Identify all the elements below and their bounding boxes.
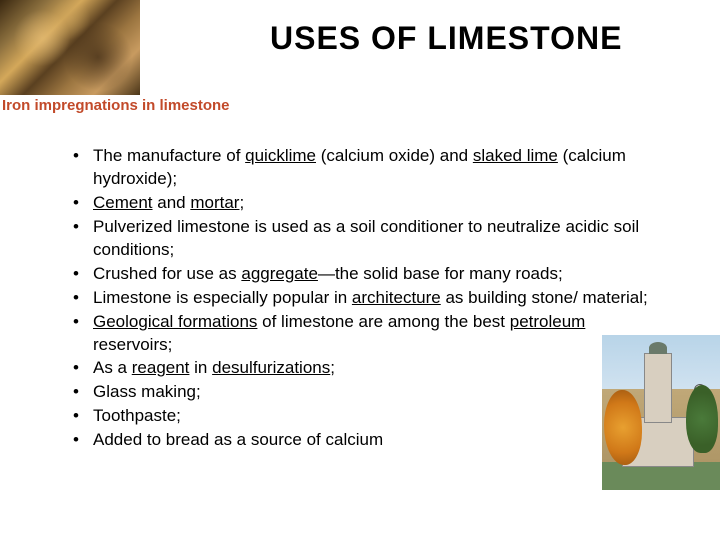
bullet-list: The manufacture of quicklime (calcium ox… <box>65 145 655 452</box>
list-item: Cement and mortar; <box>65 192 655 215</box>
list-item: Glass making; <box>65 381 655 404</box>
page-title: USES OF LIMESTONE <box>270 20 622 57</box>
list-item: Geological formations of limestone are a… <box>65 311 655 357</box>
list-item: The manufacture of quicklime (calcium ox… <box>65 145 655 191</box>
list-item: Toothpaste; <box>65 405 655 428</box>
list-item: Limestone is especially popular in archi… <box>65 287 655 310</box>
list-item: As a reagent in desulfurizations; <box>65 357 655 380</box>
building-image <box>602 335 720 490</box>
list-item: Crushed for use as aggregate—the solid b… <box>65 263 655 286</box>
rock-image <box>0 0 140 95</box>
image-caption: Iron impregnations in limestone <box>2 97 230 114</box>
list-item: Added to bread as a source of calcium <box>65 429 655 452</box>
list-item: Pulverized limestone is used as a soil c… <box>65 216 655 262</box>
bullet-list-container: The manufacture of quicklime (calcium ox… <box>65 145 655 453</box>
